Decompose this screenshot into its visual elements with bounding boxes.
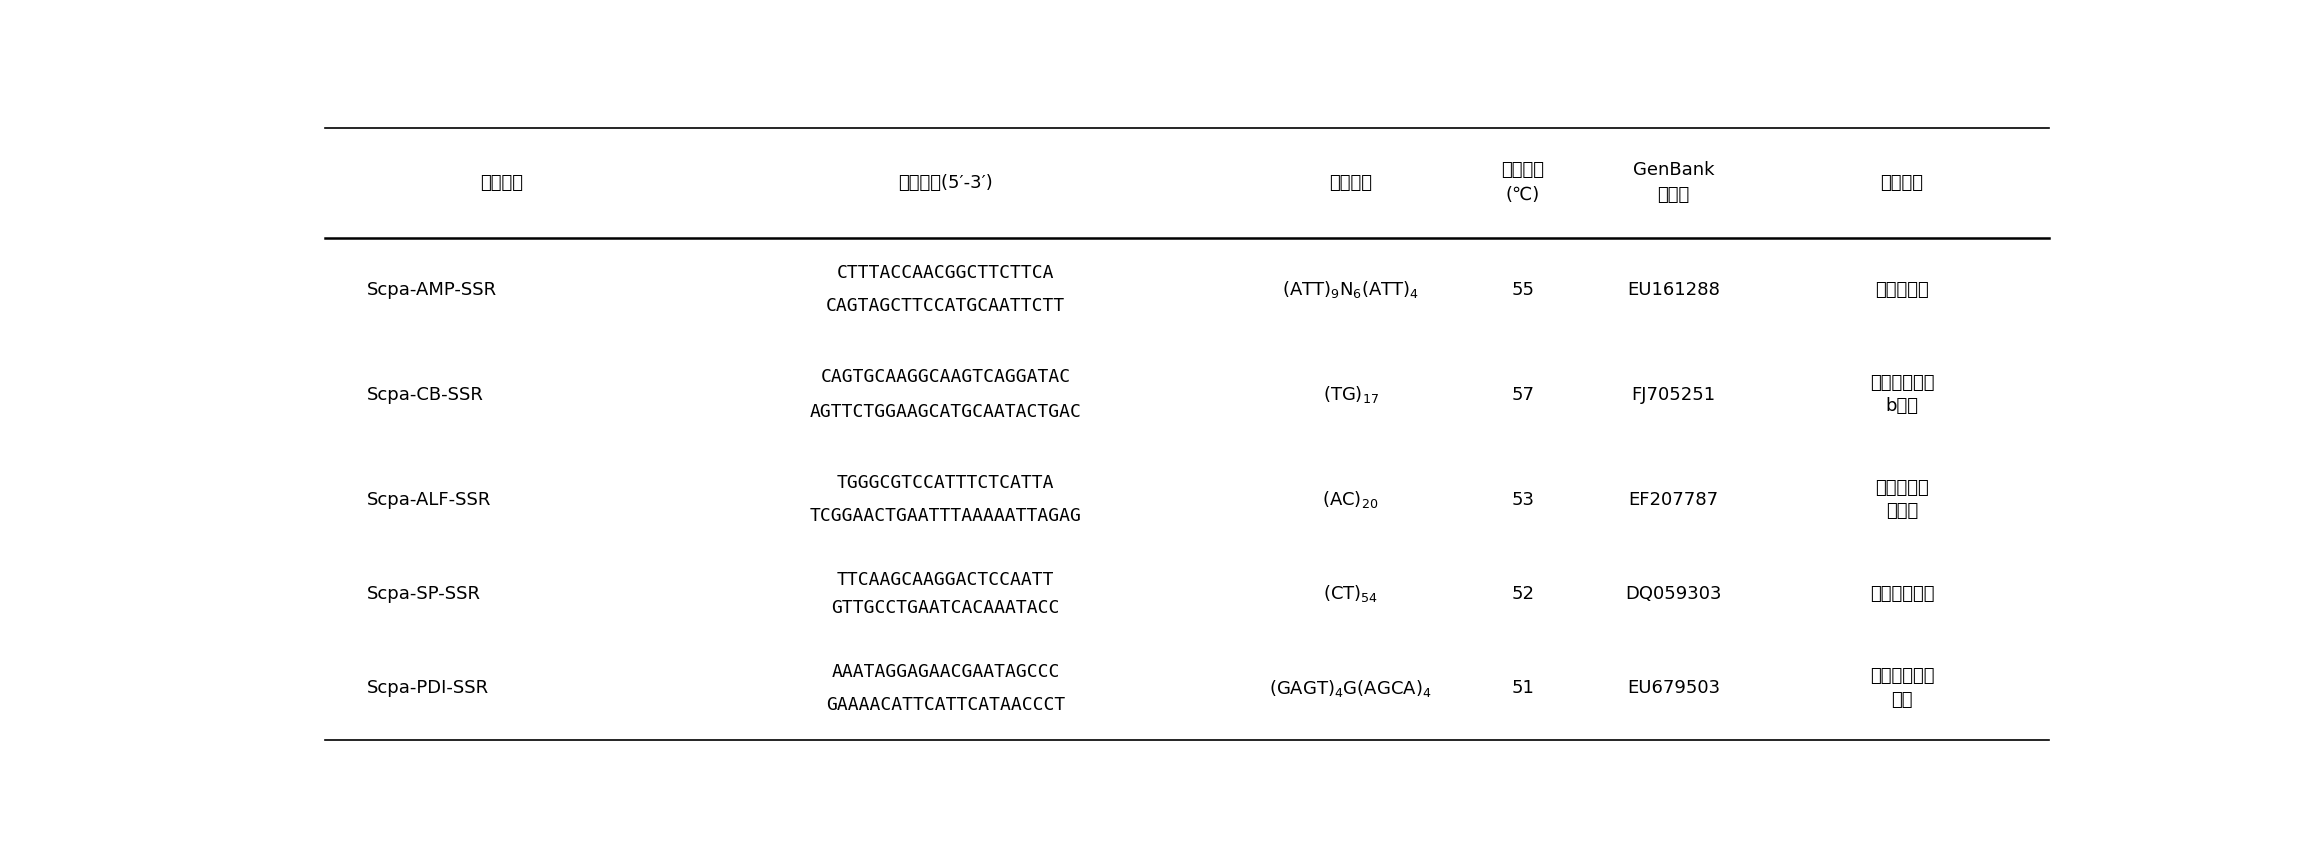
Text: 抗菌相关基因: 抗菌相关基因 (1869, 585, 1934, 603)
Text: Scpa-AMP-SSR: Scpa-AMP-SSR (366, 281, 498, 299)
Text: CTTTACCAACGGCTTCTTCA: CTTTACCAACGGCTTCTTCA (836, 264, 1054, 282)
Text: TCGGAACTGAATTTAAAAATTAGAG: TCGGAACTGAATTTAAAAATTAGAG (811, 508, 1082, 525)
Text: (GAGT)$_4$G(AGCA)$_4$: (GAGT)$_4$G(AGCA)$_4$ (1269, 678, 1431, 699)
Text: FJ705251: FJ705251 (1633, 386, 1716, 404)
Text: EF207787: EF207787 (1628, 491, 1718, 508)
Text: 引物序列(5′-3′): 引物序列(5′-3′) (899, 173, 994, 192)
Text: (ATT)$_9$N$_6$(ATT)$_4$: (ATT)$_9$N$_6$(ATT)$_4$ (1283, 279, 1420, 300)
Text: (CT)$_{54}$: (CT)$_{54}$ (1322, 584, 1378, 604)
Text: 来源基因: 来源基因 (1881, 173, 1925, 192)
Text: EU679503: EU679503 (1628, 679, 1721, 697)
Text: GenBank
登录号: GenBank 登录号 (1633, 162, 1714, 204)
Text: 二硫键异构酶
基因: 二硫键异构酶 基因 (1869, 667, 1934, 709)
Text: Scpa-ALF-SSR: Scpa-ALF-SSR (366, 491, 491, 508)
Text: 抗菌肽基因: 抗菌肽基因 (1876, 281, 1929, 299)
Text: GAAAACATTCATTCATAACCCT: GAAAACATTCATTCATAACCCT (827, 696, 1065, 714)
Text: 51: 51 (1512, 679, 1536, 697)
Text: 位点名称: 位点名称 (479, 173, 523, 192)
Text: 55: 55 (1512, 281, 1536, 299)
Text: AGTTCTGGAAGCATGCAATACTGAC: AGTTCTGGAAGCATGCAATACTGAC (811, 403, 1082, 421)
Text: EU161288: EU161288 (1628, 281, 1721, 299)
Text: DQ059303: DQ059303 (1626, 585, 1723, 603)
Text: GTTGCCTGAATCACAAATACC: GTTGCCTGAATCACAAATACC (831, 599, 1061, 617)
Text: 抗脂多糖因
子基因: 抗脂多糖因 子基因 (1876, 479, 1929, 520)
Text: 52: 52 (1512, 585, 1536, 603)
Text: 退火温度
(℃): 退火温度 (℃) (1501, 162, 1545, 204)
Text: 细胞周期蛋白
b基因: 细胞周期蛋白 b基因 (1869, 374, 1934, 415)
Text: CAGTGCAAGGCAAGTCAGGATAC: CAGTGCAAGGCAAGTCAGGATAC (820, 368, 1070, 387)
Text: AAATAGGAGAACGAATAGCCC: AAATAGGAGAACGAATAGCCC (831, 662, 1061, 680)
Text: Scpa-SP-SSR: Scpa-SP-SSR (366, 585, 482, 603)
Text: Scpa-PDI-SSR: Scpa-PDI-SSR (366, 679, 489, 697)
Text: 57: 57 (1512, 386, 1536, 404)
Text: CAGTAGCTTCCATGCAATTCTT: CAGTAGCTTCCATGCAATTCTT (827, 297, 1065, 316)
Text: 53: 53 (1512, 491, 1536, 508)
Text: TGGGCGTCCATTTCTCATTA: TGGGCGTCCATTTCTCATTA (836, 474, 1054, 492)
Text: 重复单元: 重复单元 (1329, 173, 1371, 192)
Text: TTCAAGCAAGGACTCCAATT: TTCAAGCAAGGACTCCAATT (836, 571, 1054, 589)
Text: Scpa-CB-SSR: Scpa-CB-SSR (366, 386, 484, 404)
Text: (TG)$_{17}$: (TG)$_{17}$ (1322, 384, 1378, 405)
Text: (AC)$_{20}$: (AC)$_{20}$ (1322, 489, 1378, 510)
